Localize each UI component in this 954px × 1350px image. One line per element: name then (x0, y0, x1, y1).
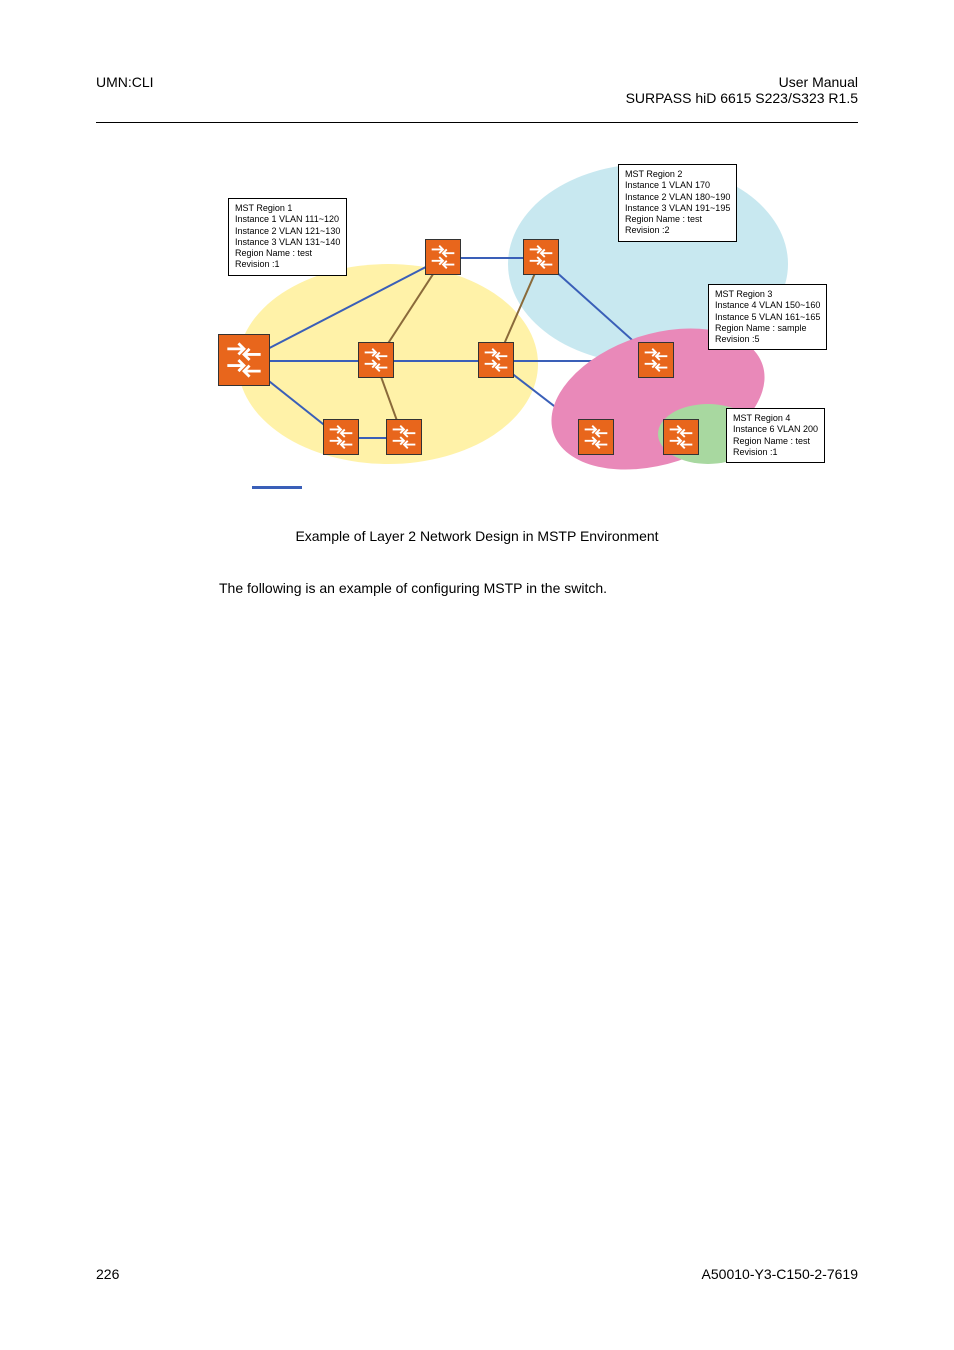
info-line: Instance 3 VLAN 131~140 (235, 237, 340, 248)
page-footer: 226 A50010-Y3-C150-2-7619 (96, 1266, 858, 1282)
info-line: Instance 5 VLAN 161~165 (715, 312, 820, 323)
page-number: 226 (96, 1266, 119, 1282)
info-line: Revision :2 (625, 225, 730, 236)
info-line: Instance 3 VLAN 191~195 (625, 203, 730, 214)
info-line: Instance 1 VLAN 170 (625, 180, 730, 191)
switch-icon (386, 419, 422, 455)
info-line: Instance 2 VLAN 121~130 (235, 226, 340, 237)
info-line: Region Name : test (733, 436, 818, 447)
info-line: Revision :1 (235, 259, 340, 270)
info-line: MST Region 2 (625, 169, 730, 180)
page-header: UMN:CLI User Manual SURPASS hiD 6615 S22… (96, 74, 858, 106)
info-line: MST Region 3 (715, 289, 820, 300)
region4-info-box: MST Region 4Instance 6 VLAN 200Region Na… (726, 408, 825, 463)
switch-icon (425, 239, 461, 275)
header-left: UMN:CLI (96, 74, 154, 106)
mstp-diagram: MST Region 1Instance 1 VLAN 111~120Insta… (218, 164, 858, 502)
info-line: Instance 6 VLAN 200 (733, 424, 818, 435)
header-right: User Manual SURPASS hiD 6615 S223/S323 R… (626, 74, 858, 106)
switch-icon (638, 342, 674, 378)
info-line: Revision :5 (715, 334, 820, 345)
info-line: Instance 1 VLAN 111~120 (235, 214, 340, 225)
info-line: Region Name : sample (715, 323, 820, 334)
switch-icon (578, 419, 614, 455)
info-line: Instance 2 VLAN 180~190 (625, 192, 730, 203)
info-line: Instance 4 VLAN 150~160 (715, 300, 820, 311)
info-line: Revision :1 (733, 447, 818, 458)
header-right-line1: User Manual (626, 74, 858, 90)
info-line: MST Region 1 (235, 203, 340, 214)
switch-icon (478, 342, 514, 378)
decorative-bar (252, 486, 302, 489)
figure-caption: Example of Layer 2 Network Design in MST… (0, 528, 954, 544)
header-right-line2: SURPASS hiD 6615 S223/S323 R1.5 (626, 90, 858, 106)
switch-icon (663, 419, 699, 455)
doc-code: A50010-Y3-C150-2-7619 (702, 1266, 858, 1282)
switch-icon (523, 239, 559, 275)
region1-info-box: MST Region 1Instance 1 VLAN 111~120Insta… (228, 198, 347, 276)
switch-icon (323, 419, 359, 455)
body-paragraph: The following is an example of configuri… (219, 580, 607, 596)
info-line: Region Name : test (235, 248, 340, 259)
info-line: MST Region 4 (733, 413, 818, 424)
info-line: Region Name : test (625, 214, 730, 225)
switch-icon (218, 334, 270, 386)
switch-icon (358, 342, 394, 378)
header-rule (96, 122, 858, 123)
region2-info-box: MST Region 2Instance 1 VLAN 170Instance … (618, 164, 737, 242)
region3-info-box: MST Region 3Instance 4 VLAN 150~160Insta… (708, 284, 827, 350)
